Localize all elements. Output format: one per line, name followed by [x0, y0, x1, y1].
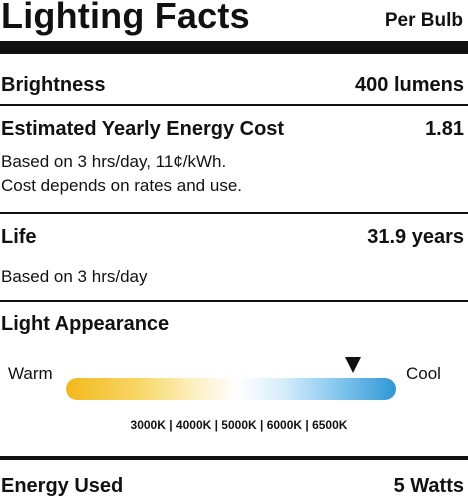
energy-cost-value: 1.81: [425, 118, 464, 140]
life-value: 31.9 years: [367, 226, 464, 248]
cool-label: Cool: [406, 364, 441, 383]
life-label: Life: [1, 226, 37, 248]
label-title: Lighting Facts: [1, 0, 250, 36]
energy-used-value: 5 Watts: [393, 475, 464, 497]
warm-label: Warm: [8, 364, 53, 383]
color-temperature-marker-icon: [345, 357, 362, 373]
kelvin-scale: 3000K | 4000K | 5000K | 6000K | 6500K: [130, 418, 348, 432]
energy-cost-note-line2: Cost depends on rates and use.: [1, 176, 242, 195]
color-temperature-gradient-bar: [66, 378, 396, 400]
per-bulb-text: Per Bulb: [384, 10, 463, 31]
energy-cost-label: Estimated Yearly Energy Cost: [1, 118, 285, 140]
brightness-label: Brightness: [1, 74, 106, 96]
energy-cost-divider: [0, 212, 468, 214]
energy-used-divider: [0, 456, 468, 460]
energy-used-label: Energy Used: [1, 475, 124, 497]
light-appearance-label: Light Appearance: [1, 313, 170, 335]
energy-cost-note-line1: Based on 3 hrs/day, 11¢/kWh.: [1, 152, 227, 171]
brightness-divider: [0, 104, 468, 106]
brightness-value: 400 lumens: [355, 74, 464, 96]
title-divider: [0, 41, 468, 54]
life-divider: [0, 300, 468, 302]
life-note: Based on 3 hrs/day: [1, 267, 148, 286]
